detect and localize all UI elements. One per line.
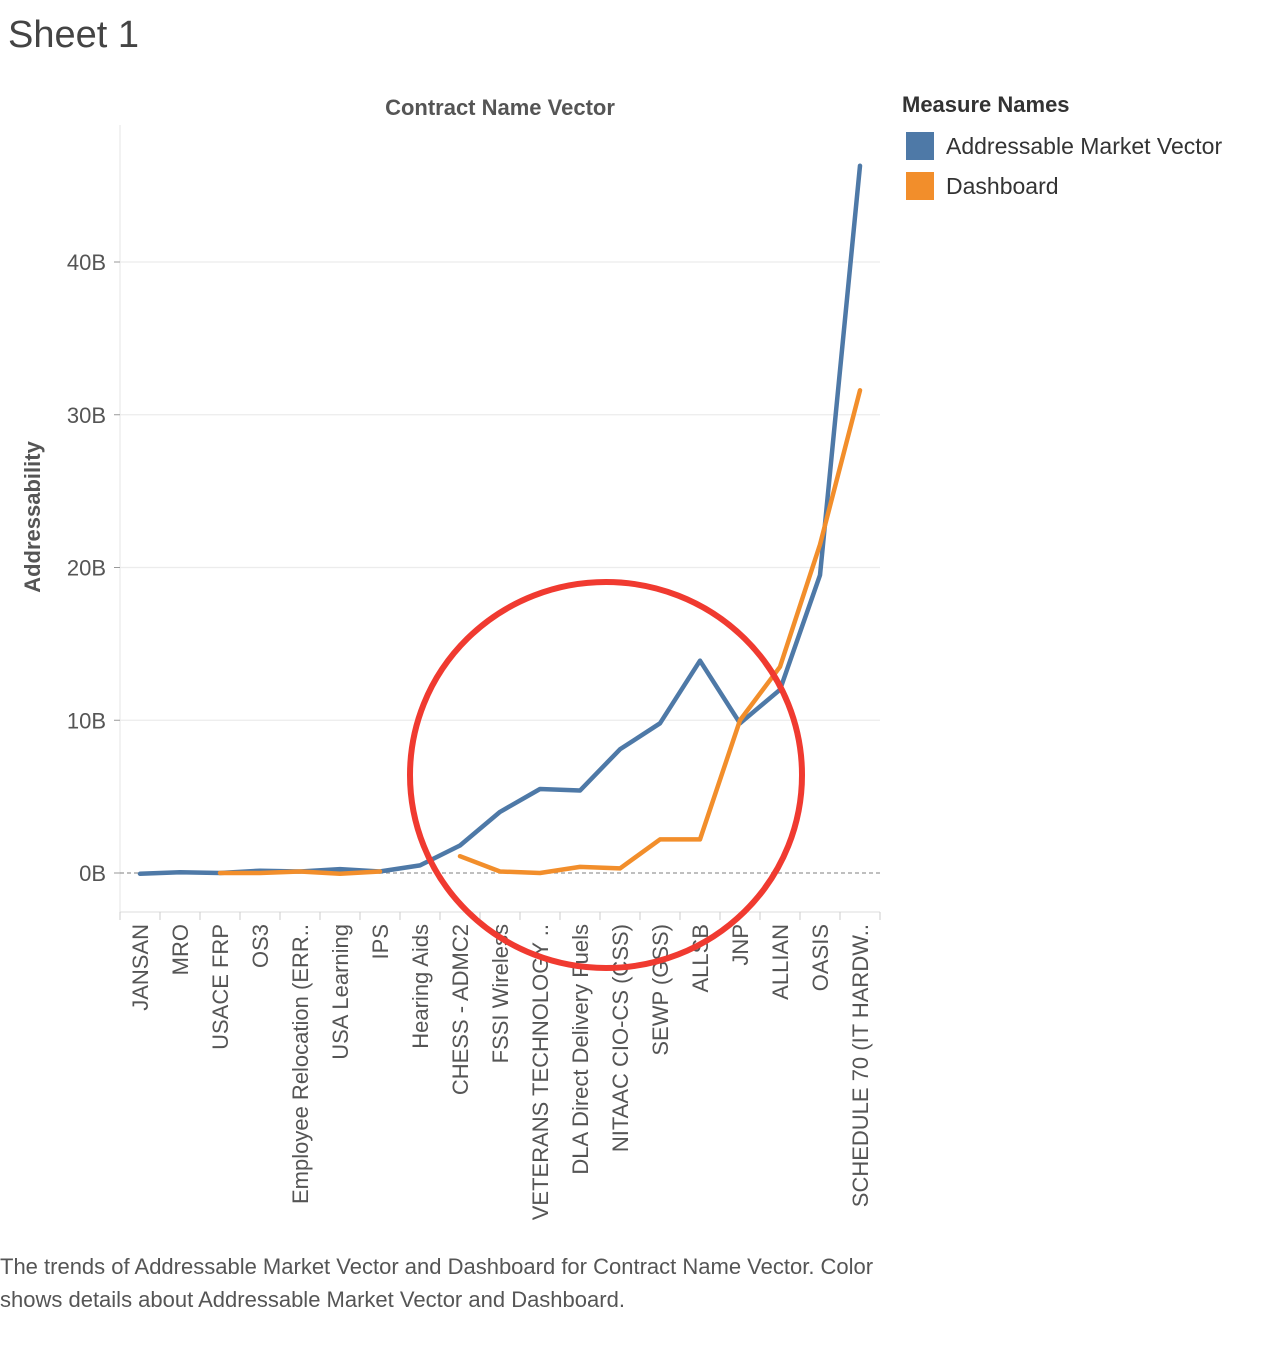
x-tick-label: NITAAC CIO-CS (CSS): [608, 924, 633, 1152]
chart-title: Contract Name Vector: [385, 95, 615, 120]
x-tick-label: OS3: [248, 924, 273, 968]
y-tick-label: 20B: [67, 556, 106, 581]
x-tick-label: Employee Relocation (ERR..: [288, 924, 313, 1204]
gridlines: [119, 125, 880, 912]
legend-title: Measure Names: [902, 92, 1070, 117]
legend-swatch: [906, 132, 934, 160]
legend-label: Addressable Market Vector: [946, 132, 1223, 159]
sheet-title: Sheet 1: [8, 14, 139, 56]
legend: Measure Names Addressable Market Vector …: [902, 92, 1222, 206]
caption: The trends of Addressable Market Vector …: [0, 1254, 874, 1312]
y-tick-label: 10B: [67, 708, 106, 733]
x-tick-label: DLA Direct Delivery Fuels: [568, 924, 593, 1175]
x-tick-label: ALLSB: [688, 924, 713, 993]
legend-label: Dashboard: [946, 172, 1059, 199]
y-axis-label: Addressability: [20, 440, 45, 592]
annotation-circle: [407, 579, 805, 971]
series-layer: [137, 163, 863, 877]
x-tick-label: VETERANS TECHNOLOGY ..: [528, 924, 553, 1220]
legend-item-dashboard[interactable]: Dashboard: [902, 166, 1222, 206]
x-tick-label: MRO: [168, 924, 193, 975]
x-tick-label: JNP: [728, 924, 753, 966]
y-tick-label: 40B: [67, 250, 106, 275]
y-axis-ticks: 0B 10B 20B 30B 40B: [67, 250, 120, 886]
series-line: [137, 163, 863, 877]
x-tick-label: SEWP (GSS): [648, 924, 673, 1056]
x-tick-label: FSSI Wireless: [488, 924, 513, 1063]
series-line: [217, 869, 383, 877]
series-line: [457, 388, 863, 876]
x-tick-label: JANSAN: [128, 924, 153, 1011]
y-tick-label: 0B: [79, 861, 106, 886]
line-chart: Contract Name Vector Addressability 0B 10…: [20, 95, 881, 1220]
legend-swatch: [906, 172, 934, 200]
x-tick-label: SCHEDULE 70 (IT HARDW..: [848, 924, 873, 1207]
x-tick-label: Hearing Aids: [408, 924, 433, 1049]
x-tick-label: ALLIAN: [768, 924, 793, 1000]
x-tick-label: CHESS - ADMC2: [448, 924, 473, 1095]
y-tick-label: 30B: [67, 403, 106, 428]
x-tick-label: USACE FRP: [208, 924, 233, 1050]
x-tick-label: OASIS: [808, 924, 833, 991]
x-tick-label: USA Learning: [328, 924, 353, 1060]
x-axis-ticks: JANSAN MRO USACE FRP OS3 Employee Relocation…: [119, 911, 881, 1220]
x-tick-label: IPS: [368, 924, 393, 959]
legend-item-addressable-market-vector[interactable]: Addressable Market Vector: [902, 126, 1222, 166]
